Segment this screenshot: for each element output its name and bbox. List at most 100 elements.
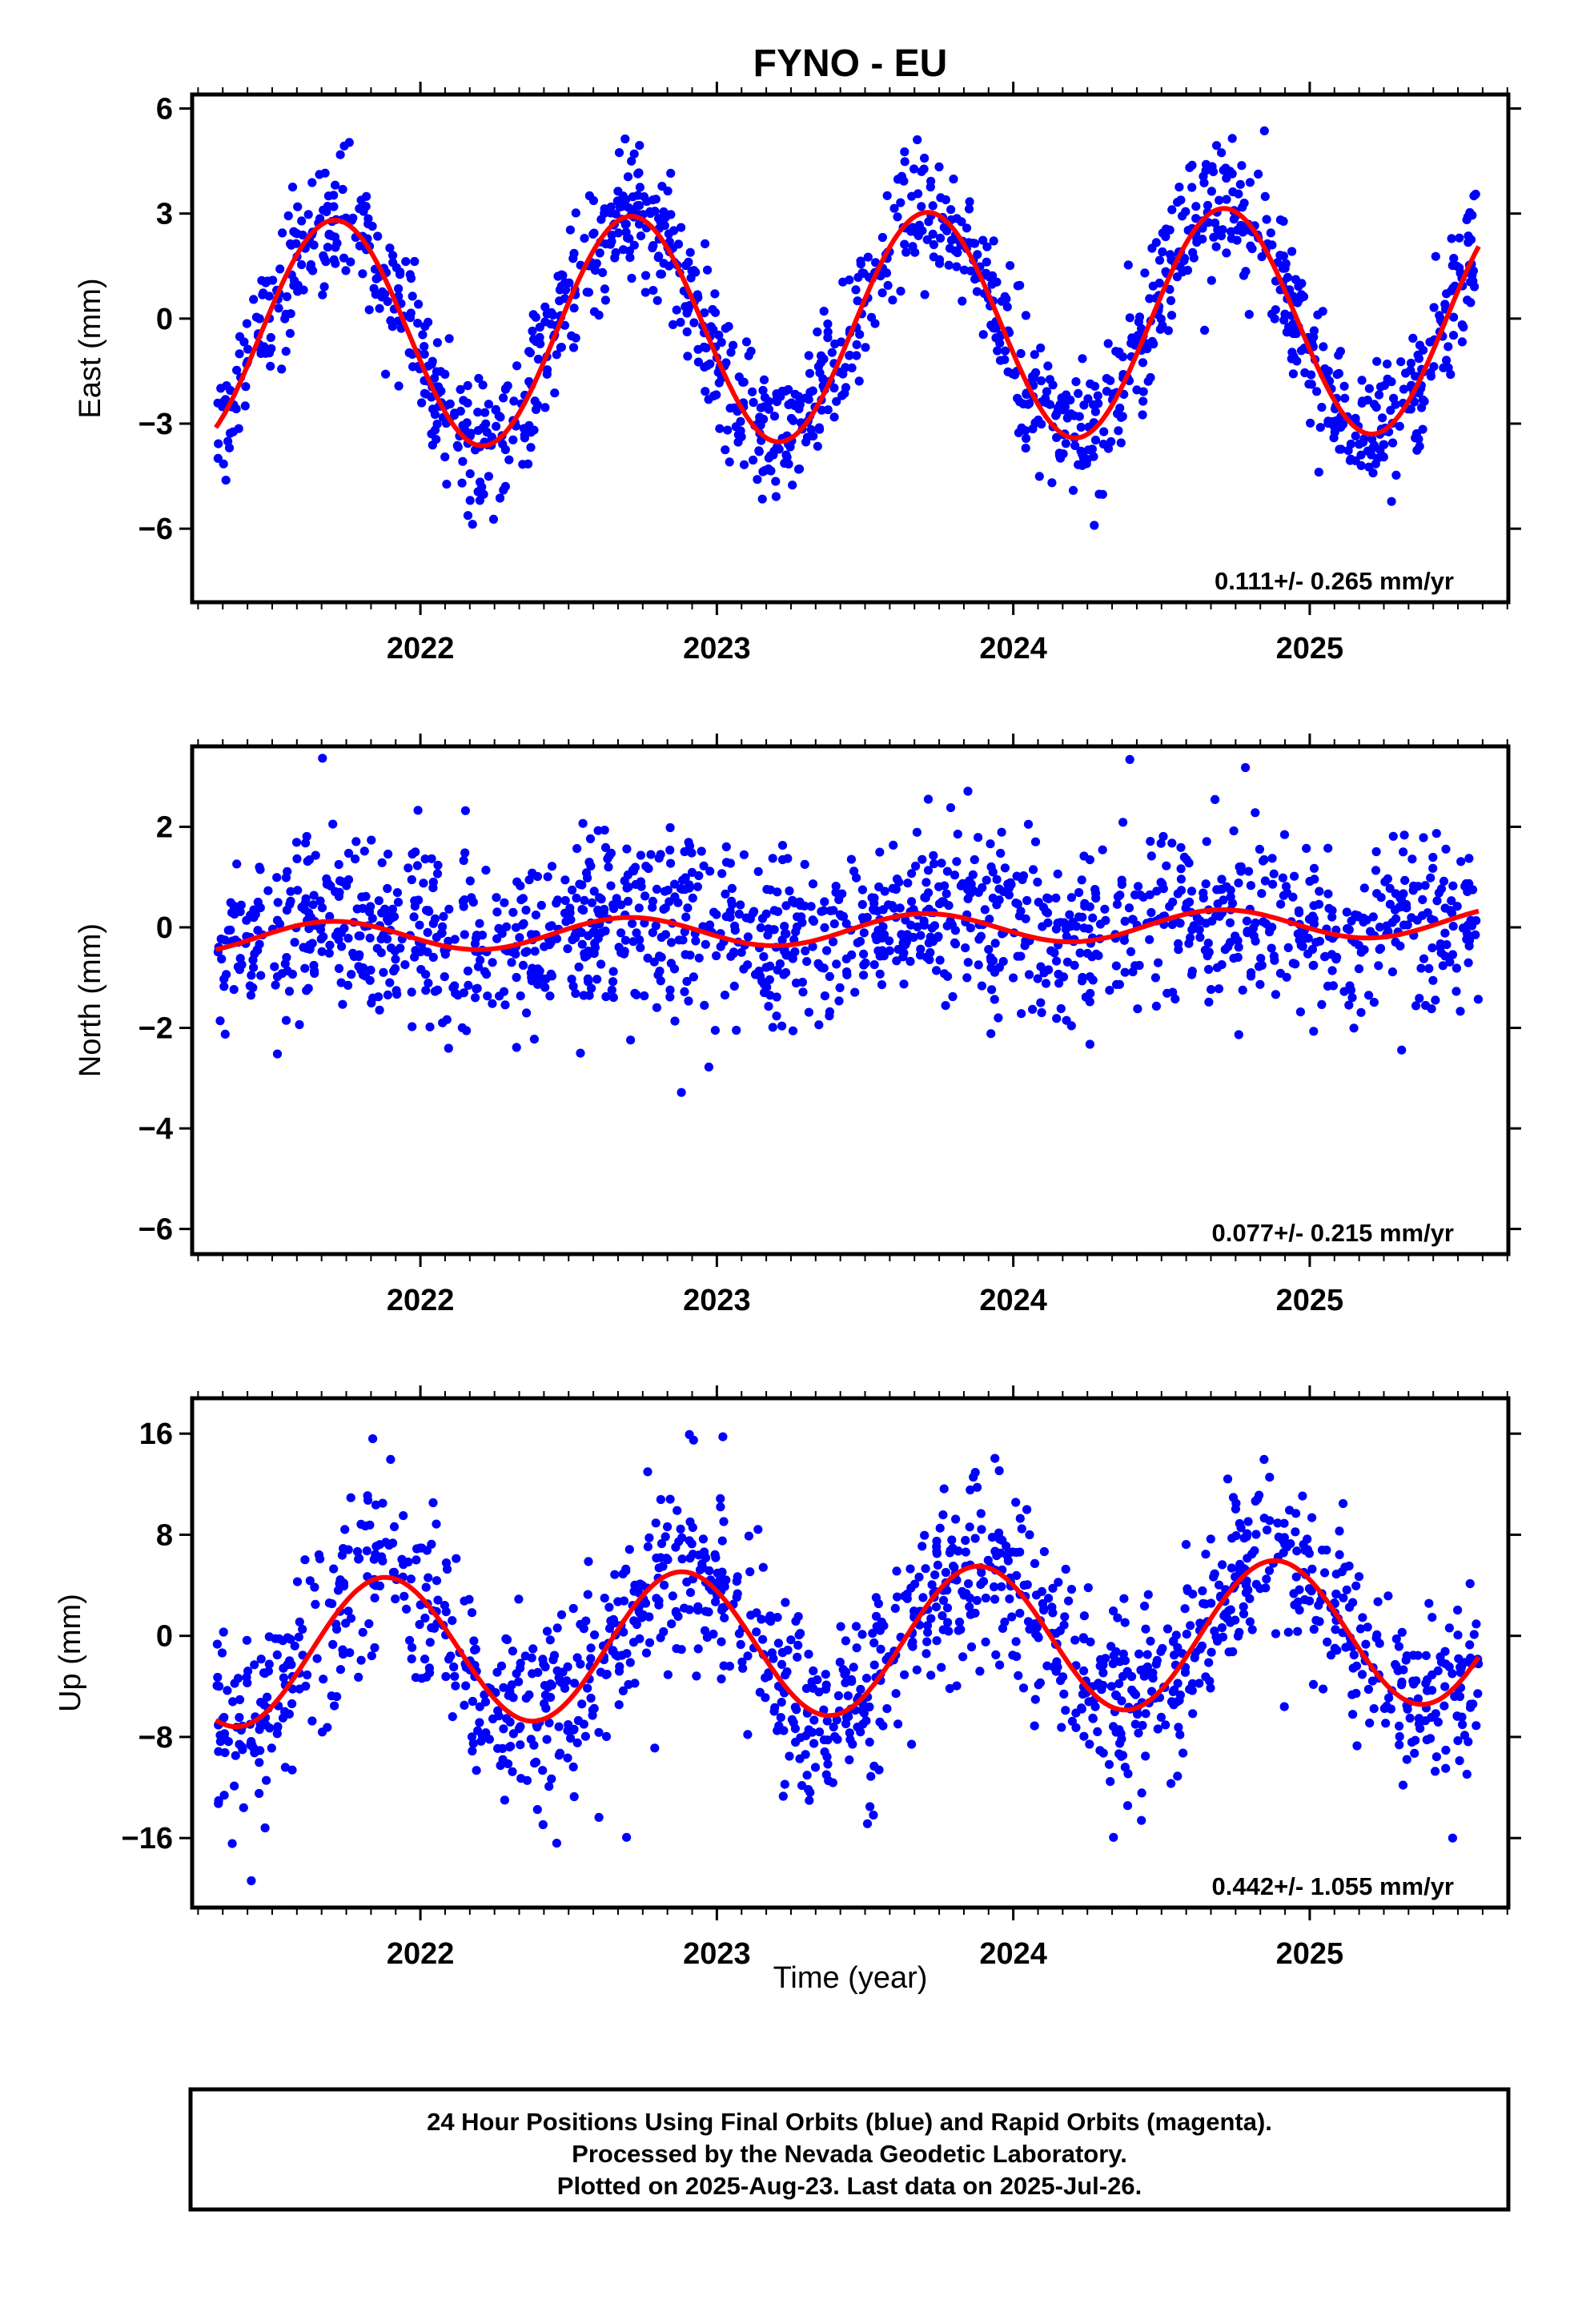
up-point <box>460 1700 469 1710</box>
up-point <box>1231 1531 1241 1541</box>
north-point <box>1302 843 1311 853</box>
east-point <box>268 275 278 285</box>
north-point <box>681 912 691 922</box>
up-point <box>502 1634 512 1645</box>
east-point <box>1062 413 1072 423</box>
up-point <box>1207 1647 1216 1657</box>
east-point <box>726 348 736 357</box>
up-point <box>1331 1625 1340 1634</box>
up-point <box>1109 1832 1118 1842</box>
up-point <box>656 1494 666 1505</box>
up-point <box>287 1699 297 1709</box>
east-point <box>1389 393 1399 403</box>
east-point <box>1306 418 1315 428</box>
east-point <box>741 337 752 347</box>
east-point <box>1198 235 1207 244</box>
north-point <box>1279 891 1288 900</box>
x-axis-label: Time (year) <box>773 1961 928 1995</box>
north-point <box>855 936 865 947</box>
up-point <box>404 1557 413 1567</box>
east-point <box>701 387 710 396</box>
north-point <box>1320 952 1330 962</box>
north-point <box>236 900 246 910</box>
north-point <box>444 1043 453 1053</box>
east-point <box>962 223 972 233</box>
north-point <box>685 951 695 960</box>
up-point <box>1335 1526 1344 1536</box>
north-point <box>804 1007 814 1017</box>
up-point <box>1201 1550 1211 1559</box>
east-point <box>565 225 576 235</box>
east-point <box>636 231 646 241</box>
up-point <box>572 1738 582 1747</box>
north-point <box>1217 960 1227 970</box>
up-point <box>544 1718 554 1727</box>
north-point <box>1236 866 1246 876</box>
east-point <box>1378 452 1387 461</box>
east-point <box>568 343 579 352</box>
east-point <box>611 247 620 258</box>
north-point <box>879 951 889 961</box>
up-point <box>1137 1815 1146 1825</box>
east-point <box>480 408 490 417</box>
up-point <box>736 1639 745 1650</box>
up-point <box>965 1522 974 1532</box>
east-point <box>394 283 404 294</box>
east-point <box>1372 356 1382 366</box>
up-point <box>346 1493 355 1502</box>
north-point <box>343 934 353 943</box>
up-point <box>310 1582 319 1592</box>
east-point <box>1062 392 1071 401</box>
y-tick-label: −4 <box>139 1112 173 1146</box>
east-point <box>819 354 829 364</box>
up-point <box>1367 1676 1377 1686</box>
east-point <box>243 344 253 354</box>
up-point <box>1259 1514 1269 1523</box>
east-point <box>358 269 367 279</box>
up-point <box>851 1622 861 1631</box>
north-point <box>516 991 525 1001</box>
up-point <box>1309 1624 1319 1634</box>
up-point <box>345 1648 355 1658</box>
up-point <box>676 1524 685 1534</box>
east-point <box>1052 432 1062 443</box>
east-point <box>1278 263 1287 273</box>
north-point <box>1309 914 1319 923</box>
up-point <box>1291 1527 1300 1537</box>
east-point <box>656 217 665 227</box>
east-point <box>721 324 730 333</box>
north-point <box>584 858 594 867</box>
east-point <box>266 332 275 343</box>
up-point <box>1122 1801 1133 1811</box>
north-point <box>745 914 755 923</box>
east-point <box>531 312 540 322</box>
up-point <box>893 1719 903 1729</box>
east-point <box>924 217 934 227</box>
east-point <box>945 243 955 253</box>
up-point <box>538 1766 548 1775</box>
up-point <box>528 1644 538 1654</box>
north-point <box>410 952 420 962</box>
up-point <box>621 1564 631 1574</box>
east-point <box>512 361 522 371</box>
up-point <box>214 1795 223 1806</box>
east-point <box>808 386 817 396</box>
east-point <box>569 304 579 313</box>
east-point <box>396 270 405 279</box>
north-point <box>777 1021 787 1031</box>
up-point <box>1247 1625 1257 1634</box>
up-point <box>793 1652 802 1662</box>
north-point <box>365 933 375 943</box>
north-point <box>649 957 659 967</box>
up-point <box>307 1716 317 1726</box>
north-point <box>310 968 319 978</box>
up-point <box>235 1739 244 1749</box>
up-point <box>859 1708 869 1718</box>
up-point <box>230 1781 239 1791</box>
up-point <box>287 1660 296 1670</box>
up-point <box>912 1665 921 1675</box>
up-point <box>1137 1788 1146 1798</box>
east-point <box>682 308 692 318</box>
north-point <box>1241 762 1251 773</box>
